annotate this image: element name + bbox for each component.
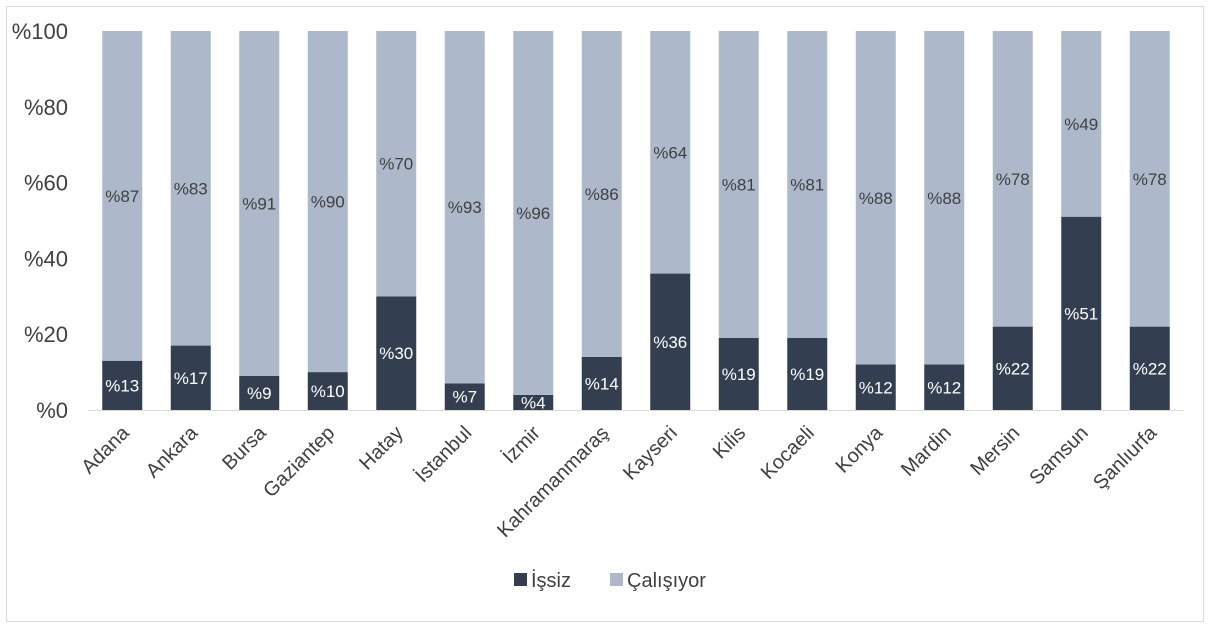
data-label-issiz: %13 xyxy=(105,376,139,395)
bar-issiz xyxy=(444,383,485,410)
bar-calisiyor xyxy=(170,31,211,346)
x-category-label: Samsun xyxy=(1025,422,1092,489)
bar-issiz xyxy=(581,356,622,410)
data-label-issiz: %12 xyxy=(859,378,893,397)
bar-calisiyor xyxy=(239,31,280,376)
bar-issiz xyxy=(1129,326,1170,410)
bar-calisiyor xyxy=(102,31,143,361)
data-label-calisiyor: %86 xyxy=(585,185,619,204)
bar-calisiyor xyxy=(1129,31,1170,327)
x-category-label: İzmir xyxy=(498,421,545,468)
bar-issiz xyxy=(1061,216,1102,410)
bar-issiz xyxy=(307,372,348,410)
bar-calisiyor xyxy=(307,31,348,373)
legend-swatch xyxy=(610,573,623,586)
bar-calisiyor xyxy=(444,31,485,384)
bar-calisiyor xyxy=(650,31,691,274)
x-category-label: Hatay xyxy=(355,422,408,475)
x-category-label: Adana xyxy=(77,421,134,478)
data-label-issiz: %22 xyxy=(996,359,1030,378)
legend-label: İşsiz xyxy=(531,569,571,592)
x-category-label: Şanlıurfa xyxy=(1089,421,1162,494)
data-label-calisiyor: %70 xyxy=(379,155,413,174)
y-tick-label: %80 xyxy=(24,95,68,120)
data-label-issiz: %14 xyxy=(585,374,619,393)
bar-calisiyor xyxy=(718,31,759,338)
bar-issiz xyxy=(718,337,759,410)
data-label-issiz: %7 xyxy=(452,388,477,407)
data-label-calisiyor: %93 xyxy=(448,198,482,217)
bar-issiz xyxy=(376,296,417,410)
bar-issiz xyxy=(650,273,691,410)
bar-calisiyor xyxy=(924,31,965,365)
x-category-label: Mersin xyxy=(966,422,1024,480)
data-label-issiz: %36 xyxy=(653,333,687,352)
y-tick-label: %60 xyxy=(24,171,68,196)
data-label-calisiyor: %88 xyxy=(927,189,961,208)
bar-calisiyor xyxy=(376,31,417,297)
bar-issiz xyxy=(102,360,143,410)
data-label-issiz: %22 xyxy=(1133,359,1167,378)
data-label-calisiyor: %78 xyxy=(996,170,1030,189)
data-label-calisiyor: %49 xyxy=(1064,115,1098,134)
bar-issiz xyxy=(992,326,1033,410)
x-category-label: Gaziantep xyxy=(259,422,339,502)
bar-issiz xyxy=(239,375,280,410)
x-category-label: Konya xyxy=(832,421,888,477)
data-label-calisiyor: %87 xyxy=(105,187,139,206)
y-tick-label: %20 xyxy=(24,322,68,347)
bar-calisiyor xyxy=(1061,31,1102,217)
y-tick-label: %100 xyxy=(12,19,68,44)
data-label-issiz: %10 xyxy=(311,382,345,401)
legend-swatch xyxy=(514,573,527,586)
data-label-calisiyor: %88 xyxy=(859,189,893,208)
legend-label: Çalışıyor xyxy=(627,570,706,592)
x-category-label: Kilis xyxy=(709,422,750,463)
y-tick-label: %0 xyxy=(36,398,68,423)
bar-calisiyor xyxy=(581,31,622,357)
bar-issiz xyxy=(170,345,211,410)
x-category-label: Kocaeli xyxy=(757,422,819,484)
data-label-issiz: %4 xyxy=(521,393,546,412)
data-label-issiz: %19 xyxy=(722,365,756,384)
data-label-issiz: %30 xyxy=(379,344,413,363)
data-label-calisiyor: %81 xyxy=(722,175,756,194)
x-category-label: Ankara xyxy=(142,421,203,482)
data-label-issiz: %51 xyxy=(1064,304,1098,323)
data-label-calisiyor: %78 xyxy=(1133,170,1167,189)
x-category-label: Bursa xyxy=(218,421,271,474)
bar-calisiyor xyxy=(513,31,554,395)
data-label-issiz: %17 xyxy=(174,369,208,388)
data-label-calisiyor: %90 xyxy=(311,193,345,212)
data-label-issiz: %12 xyxy=(927,378,961,397)
x-category-label: İstanbul xyxy=(410,421,476,487)
x-category-label: Mardin xyxy=(897,422,956,481)
data-label-calisiyor: %96 xyxy=(516,204,550,223)
data-label-issiz: %9 xyxy=(247,384,272,403)
data-label-calisiyor: %81 xyxy=(790,175,824,194)
bar-issiz xyxy=(855,364,896,410)
bar-issiz xyxy=(513,394,554,410)
data-label-calisiyor: %64 xyxy=(653,143,687,162)
bar-issiz xyxy=(787,337,828,410)
data-label-calisiyor: %91 xyxy=(242,194,276,213)
x-category-label: Kayseri xyxy=(619,422,682,485)
y-tick-label: %40 xyxy=(24,246,68,271)
bar-calisiyor xyxy=(992,31,1033,327)
data-label-calisiyor: %83 xyxy=(174,179,208,198)
data-label-issiz: %19 xyxy=(790,365,824,384)
bar-calisiyor xyxy=(855,31,896,365)
bar-calisiyor xyxy=(787,31,828,338)
bar-issiz xyxy=(924,364,965,410)
